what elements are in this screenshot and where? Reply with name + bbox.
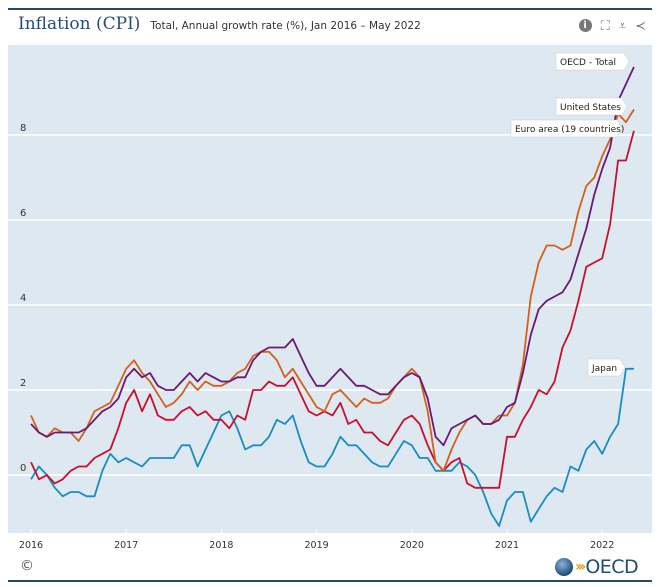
- y-tick-label: 8: [20, 123, 26, 134]
- series-label-box: [555, 52, 630, 71]
- share-icon[interactable]: ≺: [635, 19, 646, 34]
- series-line-united-states: [30, 109, 635, 472]
- chart-title: Inflation (CPI): [18, 14, 141, 34]
- download-icon[interactable]: ⩡: [618, 19, 627, 34]
- plot-area: [8, 45, 652, 533]
- logo-text: OECD: [585, 556, 639, 578]
- x-tick-label: 2019: [305, 540, 329, 551]
- chevrons-icon: ›››: [575, 559, 586, 575]
- info-icon[interactable]: i: [578, 19, 592, 32]
- chart-toolbar: i ⛶ ⩡ ≺: [578, 19, 646, 34]
- series-label: OECD - Total: [560, 58, 616, 68]
- x-tick-label: 2022: [590, 540, 614, 551]
- y-tick-label: 6: [20, 208, 26, 219]
- series-label-box: [510, 119, 623, 138]
- x-tick-label: 2018: [209, 540, 233, 551]
- series-line-oecd-total: [30, 66, 635, 447]
- oecd-logo[interactable]: ››› OECD: [555, 556, 639, 578]
- globe-icon: [555, 558, 573, 576]
- bottom-border: [8, 580, 652, 582]
- x-tick-label: 2020: [400, 540, 424, 551]
- copyright[interactable]: ©: [20, 558, 34, 574]
- chart-header: Inflation (CPI) Total, Annual growth rat…: [18, 14, 421, 34]
- series-line-euro-area-19-countries-: [30, 130, 635, 489]
- y-tick-label: 2: [20, 378, 26, 389]
- x-tick-label: 2017: [114, 540, 138, 551]
- y-tick-label: 0: [20, 463, 26, 474]
- series-line-japan: [30, 367, 634, 527]
- y-tick-label: 4: [20, 293, 26, 304]
- series-label-box: [587, 358, 626, 377]
- series-label: Japan: [591, 364, 617, 374]
- x-tick-label: 2016: [19, 540, 43, 551]
- chart-subtitle: Total, Annual growth rate (%), Jan 2016 …: [150, 20, 421, 32]
- series-label: United States: [560, 103, 621, 113]
- series-label-box: [555, 97, 628, 116]
- top-border: [8, 8, 652, 10]
- x-tick-label: 2021: [495, 540, 519, 551]
- series-label: Euro area (19 countries): [515, 125, 624, 135]
- fullscreen-icon[interactable]: ⛶: [600, 19, 610, 34]
